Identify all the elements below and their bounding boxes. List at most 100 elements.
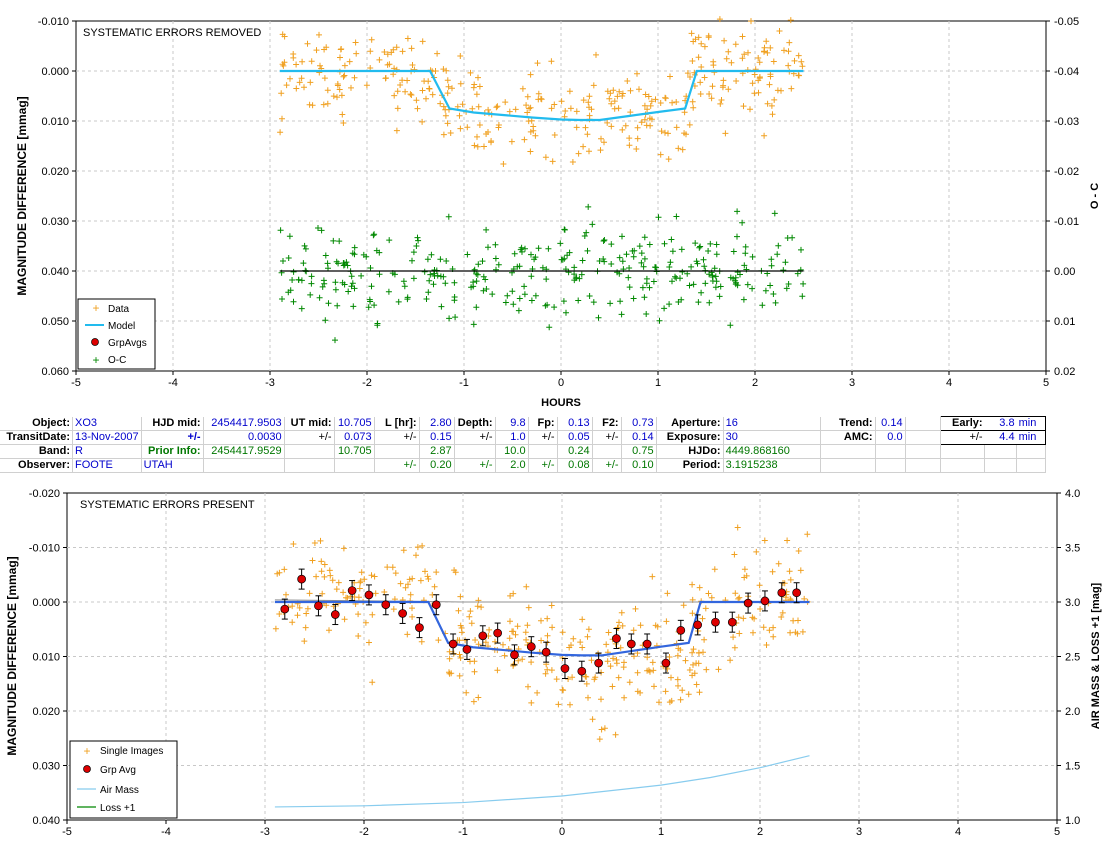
hjd-err-label: +/- xyxy=(141,430,204,445)
data-point xyxy=(334,94,340,101)
data-point xyxy=(619,126,626,133)
oc-point xyxy=(528,251,534,258)
single-image-point xyxy=(400,547,407,554)
prior-depth-value: 10.0 xyxy=(495,444,529,459)
oc-point xyxy=(636,243,643,250)
oc-point xyxy=(480,273,487,280)
data-point xyxy=(791,57,798,64)
oc-point xyxy=(799,293,806,300)
data-point xyxy=(280,62,287,69)
prior-depth-err-label: +/- xyxy=(454,458,496,473)
single-image-point xyxy=(458,625,465,631)
top-x-axis-label: HOURS xyxy=(541,397,581,409)
data-point xyxy=(740,103,747,110)
oc-point xyxy=(742,250,749,257)
data-point xyxy=(569,159,576,165)
data-point xyxy=(340,120,347,126)
oc-point xyxy=(495,261,502,268)
top-x-tick-label: 5 xyxy=(1043,377,1049,389)
single-image-point xyxy=(715,666,722,673)
data-point xyxy=(634,124,641,131)
single-image-point xyxy=(689,581,696,588)
data-point xyxy=(604,119,611,126)
oc-point xyxy=(619,258,626,265)
oc-point xyxy=(442,280,449,287)
data-point xyxy=(444,77,451,84)
oc-point xyxy=(421,268,428,275)
data-point xyxy=(278,90,285,97)
single-image-point xyxy=(290,541,297,547)
single-image-point xyxy=(569,674,576,681)
data-point xyxy=(608,123,615,130)
single-image-point xyxy=(644,654,651,661)
fp-label: Fp: xyxy=(528,416,558,431)
oc-point xyxy=(601,258,608,265)
oc-point xyxy=(471,266,478,273)
grpavg-point xyxy=(612,634,621,643)
single-image-point xyxy=(675,682,681,689)
single-image-point xyxy=(397,580,404,587)
bottom-x-tick-label: 4 xyxy=(955,826,961,838)
oc-point xyxy=(783,285,790,292)
f2-label: F2: xyxy=(592,416,622,431)
early-err-value: 4.4 xyxy=(984,430,1017,445)
data-point xyxy=(681,109,688,116)
oc-point xyxy=(661,305,668,312)
single-image-point xyxy=(621,694,628,701)
data-point xyxy=(313,47,320,54)
oc-point xyxy=(586,293,593,299)
data-point xyxy=(493,104,500,111)
oc-point xyxy=(798,246,804,253)
data-point xyxy=(419,87,426,94)
oc-point xyxy=(289,277,296,283)
oc-point xyxy=(564,252,571,259)
data-point xyxy=(473,91,480,98)
data-point xyxy=(733,78,740,84)
single-image-point xyxy=(404,631,411,638)
prior-f2-err-value: 0.10 xyxy=(621,458,657,473)
data-point xyxy=(722,130,729,137)
data-point xyxy=(404,77,411,84)
data-point xyxy=(766,81,773,88)
data-point xyxy=(316,31,322,38)
grpavg-point xyxy=(364,590,374,600)
single-image-point xyxy=(691,670,698,677)
oc-point xyxy=(616,254,623,261)
oc-point xyxy=(451,279,458,286)
oc-point xyxy=(565,269,572,276)
data-point xyxy=(321,75,328,82)
data-point xyxy=(287,75,293,82)
single-image-point xyxy=(708,594,715,601)
single-image-point xyxy=(467,658,473,665)
f2-err-label: +/- xyxy=(592,430,622,445)
single-image-point xyxy=(419,542,426,549)
oc-point xyxy=(367,265,374,271)
single-image-point xyxy=(588,657,595,664)
data-point xyxy=(404,35,411,42)
f2-err-value: 0.14 xyxy=(621,430,657,445)
data-point xyxy=(575,150,582,157)
single-image-point xyxy=(455,607,462,614)
single-image-point xyxy=(340,545,347,552)
top-legend-model: Model xyxy=(108,321,135,332)
oc-point xyxy=(343,259,350,266)
oc-point xyxy=(673,213,680,220)
data-point xyxy=(414,105,421,112)
data-point xyxy=(317,62,323,69)
oc-point xyxy=(581,233,588,239)
single-image-point xyxy=(326,627,332,634)
single-image-point xyxy=(565,676,572,682)
data-point xyxy=(751,71,758,78)
single-image-point xyxy=(357,579,364,586)
data-point xyxy=(586,148,592,155)
data-point xyxy=(741,51,748,58)
oc-point xyxy=(385,288,392,295)
single-image-point xyxy=(523,636,530,643)
oc-point xyxy=(502,299,509,306)
depth-err-value: 1.0 xyxy=(495,430,529,445)
single-image-point xyxy=(431,583,438,590)
data-point xyxy=(634,135,641,142)
data-point xyxy=(298,75,305,82)
data-point xyxy=(662,94,669,101)
single-image-point xyxy=(680,602,687,609)
